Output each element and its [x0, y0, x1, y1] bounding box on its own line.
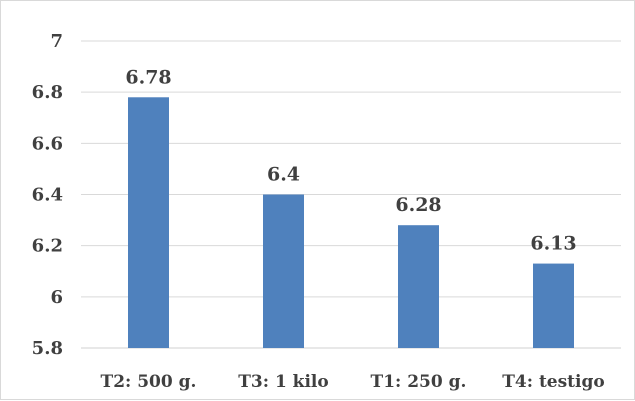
x-category-label: T2: 500 g. — [101, 372, 197, 392]
x-axis-category-labels: T2: 500 g. T3: 1 kilo T1: 250 g. T4: testig… — [101, 372, 605, 392]
y-tick-label: 5.8 — [32, 338, 63, 359]
y-axis-tick-labels: 5.8 6 6.2 6.4 6.6 6.8 7 — [32, 31, 63, 359]
x-category-label: T4: testigo — [502, 372, 604, 392]
y-tick-label: 6.6 — [32, 133, 63, 154]
data-label: 6.13 — [530, 233, 576, 255]
y-tick-label: 6.8 — [32, 82, 63, 103]
bar — [263, 194, 304, 348]
data-labels: 6.78 6.4 6.28 6.13 — [125, 66, 576, 254]
y-tick-label: 7 — [50, 31, 63, 52]
y-tick-label: 6.4 — [32, 185, 63, 206]
data-label: 6.28 — [395, 194, 441, 216]
bar — [533, 263, 574, 348]
y-tick-label: 6.2 — [32, 236, 63, 257]
bar — [128, 97, 169, 349]
x-category-label: T1: 250 g. — [371, 372, 467, 392]
data-label: 6.4 — [267, 164, 300, 186]
bars — [128, 97, 574, 349]
gridlines — [81, 40, 621, 349]
x-category-label: T3: 1 kilo — [238, 372, 328, 392]
bar — [398, 225, 439, 348]
y-tick-label: 6 — [50, 287, 63, 308]
data-label: 6.78 — [125, 66, 171, 88]
